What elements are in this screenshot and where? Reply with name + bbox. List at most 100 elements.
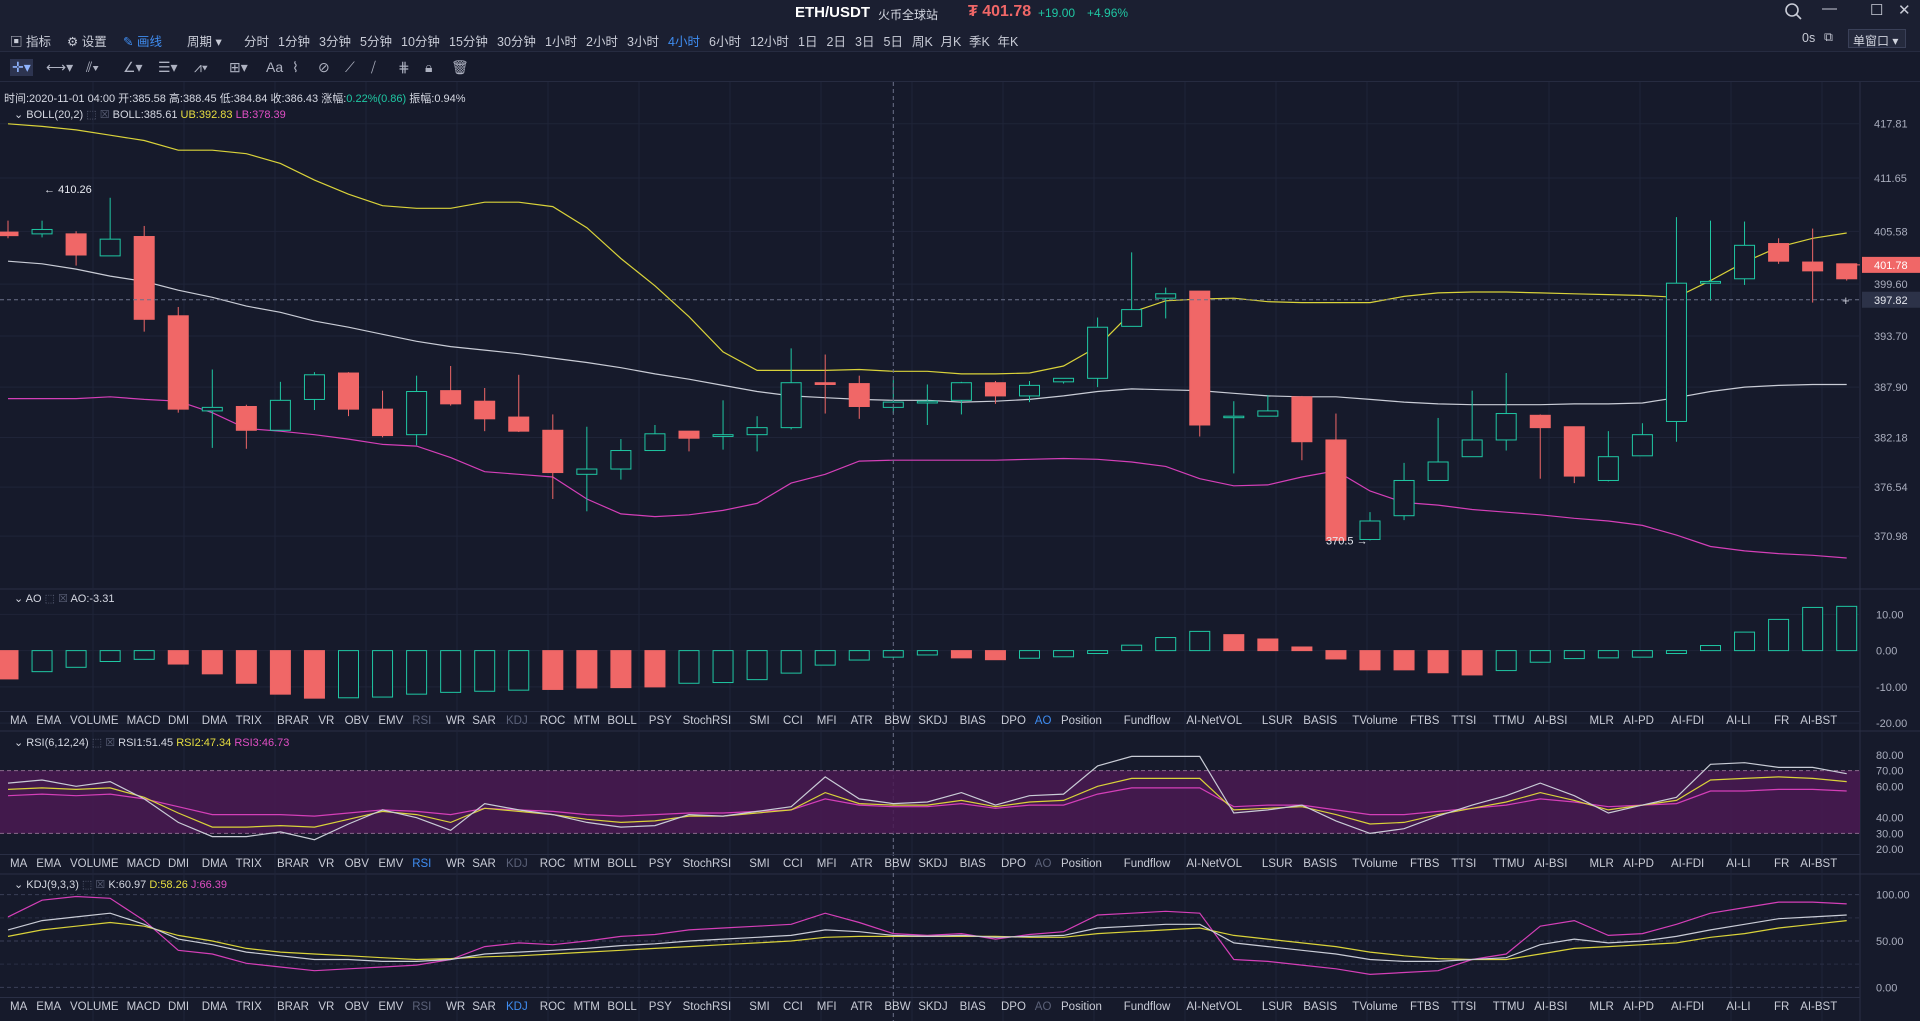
indicator-tab[interactable]: Position: [1061, 715, 1102, 727]
indicator-tab[interactable]: DMI: [168, 715, 190, 727]
indicator-tab[interactable]: AI-PD: [1623, 858, 1654, 870]
indicator-tab[interactable]: VR: [318, 715, 335, 727]
indicator-tab[interactable]: FR: [1774, 1001, 1790, 1013]
remove-indicator-icon[interactable]: ☒: [58, 593, 68, 605]
indicator-tab[interactable]: BASIS: [1303, 858, 1338, 870]
indicator-tab[interactable]: MACD: [126, 715, 161, 727]
indicator-tab[interactable]: SKDJ: [918, 1001, 948, 1013]
indicator-tab[interactable]: EMA: [36, 858, 62, 870]
indicator-tab[interactable]: VR: [318, 1001, 335, 1013]
indicator-tab[interactable]: WR: [446, 858, 466, 870]
indicator-tab[interactable]: AI-BSI: [1534, 715, 1568, 727]
indicator-tab[interactable]: Position: [1061, 1001, 1102, 1013]
collapse-icon[interactable]: ⌄: [14, 879, 24, 891]
indicator-tab[interactable]: OBV: [344, 1001, 369, 1013]
indicator-tab[interactable]: VR: [318, 858, 335, 870]
period-option[interactable]: 3小时: [627, 35, 659, 49]
indicator-tab[interactable]: ROC: [539, 858, 566, 870]
period-option[interactable]: 季K: [969, 35, 990, 49]
indicator-tab[interactable]: BIAS: [959, 858, 986, 870]
ruler-icon[interactable]: ⊘: [318, 59, 330, 75]
collapse-icon[interactable]: ⌄: [14, 737, 24, 749]
period-option[interactable]: 周K: [912, 35, 933, 49]
indicator-tab[interactable]: BOLL: [607, 1001, 637, 1013]
indicator-tab[interactable]: SAR: [472, 715, 496, 727]
indicator-tab[interactable]: FTBS: [1410, 1001, 1440, 1013]
indicator-tab[interactable]: CCI: [783, 858, 803, 870]
period-option[interactable]: 2日: [826, 35, 846, 49]
indicator-tab[interactable]: MFI: [816, 715, 837, 727]
indicator-tab[interactable]: BASIS: [1303, 1001, 1338, 1013]
period-option[interactable]: 6小时: [709, 35, 741, 49]
indicator-tab[interactable]: MFI: [816, 1001, 837, 1013]
search-icon[interactable]: [1784, 2, 1802, 24]
period-dropdown[interactable]: 周期 ▾: [187, 31, 222, 50]
indicator-tab[interactable]: DMA: [201, 858, 228, 870]
crosshair-icon[interactable]: ✛▾: [10, 59, 33, 76]
trend-line-icon[interactable]: ⫽▾: [86, 59, 100, 75]
indicator-tab[interactable]: FR: [1774, 858, 1790, 870]
indicator-tab[interactable]: ATR: [850, 1001, 873, 1013]
indicator-tab[interactable]: BBW: [884, 1001, 911, 1013]
indicator-tab[interactable]: DMI: [168, 1001, 190, 1013]
indicator-tab[interactable]: MA: [10, 715, 28, 727]
pattern-grid-icon[interactable]: ⋕: [398, 59, 410, 75]
indicator-tab[interactable]: SKDJ: [918, 858, 948, 870]
indicator-tab[interactable]: Fundflow: [1123, 858, 1171, 870]
indicator-tab[interactable]: TTMU: [1492, 1001, 1525, 1013]
period-option[interactable]: 2小时: [586, 35, 618, 49]
indicator-tab[interactable]: SAR: [472, 1001, 496, 1013]
indicator-tab[interactable]: AI-BSI: [1534, 858, 1568, 870]
indicator-tab[interactable]: StochRSI: [682, 858, 732, 870]
indicator-tab[interactable]: MLR: [1589, 715, 1614, 727]
indicator-tab[interactable]: StochRSI: [682, 1001, 732, 1013]
indicator-tab[interactable]: FTBS: [1410, 715, 1440, 727]
indicator-tab[interactable]: CCI: [783, 1001, 803, 1013]
indicator-tab[interactable]: AI-FDI: [1671, 1001, 1705, 1013]
indicator-tab[interactable]: TVolume: [1352, 1001, 1398, 1013]
drawing-button[interactable]: ✎ 画线: [123, 35, 162, 49]
indicator-tab[interactable]: BOLL: [607, 858, 637, 870]
settings-small-icon[interactable]: ⬚: [86, 109, 97, 121]
indicator-tab[interactable]: MLR: [1589, 858, 1614, 870]
indicator-tab[interactable]: Position: [1061, 858, 1102, 870]
indicator-tab[interactable]: BOLL: [607, 715, 637, 727]
period-option[interactable]: 月K: [940, 35, 962, 49]
indicator-tab[interactable]: TTSI: [1451, 858, 1477, 870]
indicator-tab[interactable]: OBV: [344, 858, 369, 870]
indicator-tab[interactable]: LSUR: [1261, 858, 1293, 870]
collapse-icon[interactable]: ⌄: [14, 109, 24, 121]
indicator-tab[interactable]: RSI: [412, 1001, 432, 1013]
pattern-icon[interactable]: ⧸: [371, 59, 376, 75]
indicator-tab[interactable]: AI-BSI: [1534, 1001, 1568, 1013]
indicator-tab[interactable]: BASIS: [1303, 715, 1338, 727]
indicator-tab[interactable]: BRAR: [277, 1001, 309, 1013]
indicator-tab[interactable]: BRAR: [277, 858, 309, 870]
indicator-tab[interactable]: EMA: [36, 715, 62, 727]
indicator-tab[interactable]: BRAR: [277, 715, 309, 727]
indicator-tab[interactable]: MACD: [126, 858, 161, 870]
indicator-tab[interactable]: KDJ: [506, 715, 528, 727]
indicator-tab[interactable]: ATR: [850, 715, 873, 727]
indicator-tab[interactable]: TTMU: [1492, 858, 1525, 870]
indicator-tab[interactable]: LSUR: [1261, 715, 1293, 727]
settings-small-icon[interactable]: ⬚: [44, 593, 56, 605]
indicator-tab[interactable]: DMA: [201, 715, 228, 727]
indicator-tab[interactable]: SMI: [749, 1001, 770, 1013]
indicator-tab[interactable]: TRIX: [235, 715, 262, 727]
indicator-tab[interactable]: PSY: [648, 858, 672, 870]
indicator-tab[interactable]: DPO: [1001, 1001, 1026, 1013]
period-option[interactable]: 分时: [244, 35, 270, 49]
indicators-button[interactable]: ▣ 指标: [10, 35, 51, 49]
indicator-tab[interactable]: AI-BST: [1800, 858, 1838, 870]
period-option[interactable]: 10分钟: [401, 35, 440, 49]
settings-small-icon[interactable]: ⬚: [91, 737, 103, 749]
chart-canvas[interactable]: 417.81 411.65 405.58 399.60 393.70 387.90 382.…: [0, 82, 1920, 1021]
indicator-tab[interactable]: BIAS: [959, 715, 986, 727]
indicator-tab[interactable]: RSI: [412, 715, 432, 727]
indicator-tab[interactable]: AI-BST: [1800, 715, 1838, 727]
period-option[interactable]: 12小时: [750, 35, 789, 49]
period-option[interactable]: 4小时: [668, 35, 700, 49]
indicator-tab[interactable]: KDJ: [506, 858, 528, 870]
indicator-tab[interactable]: AI-LI: [1726, 715, 1751, 727]
